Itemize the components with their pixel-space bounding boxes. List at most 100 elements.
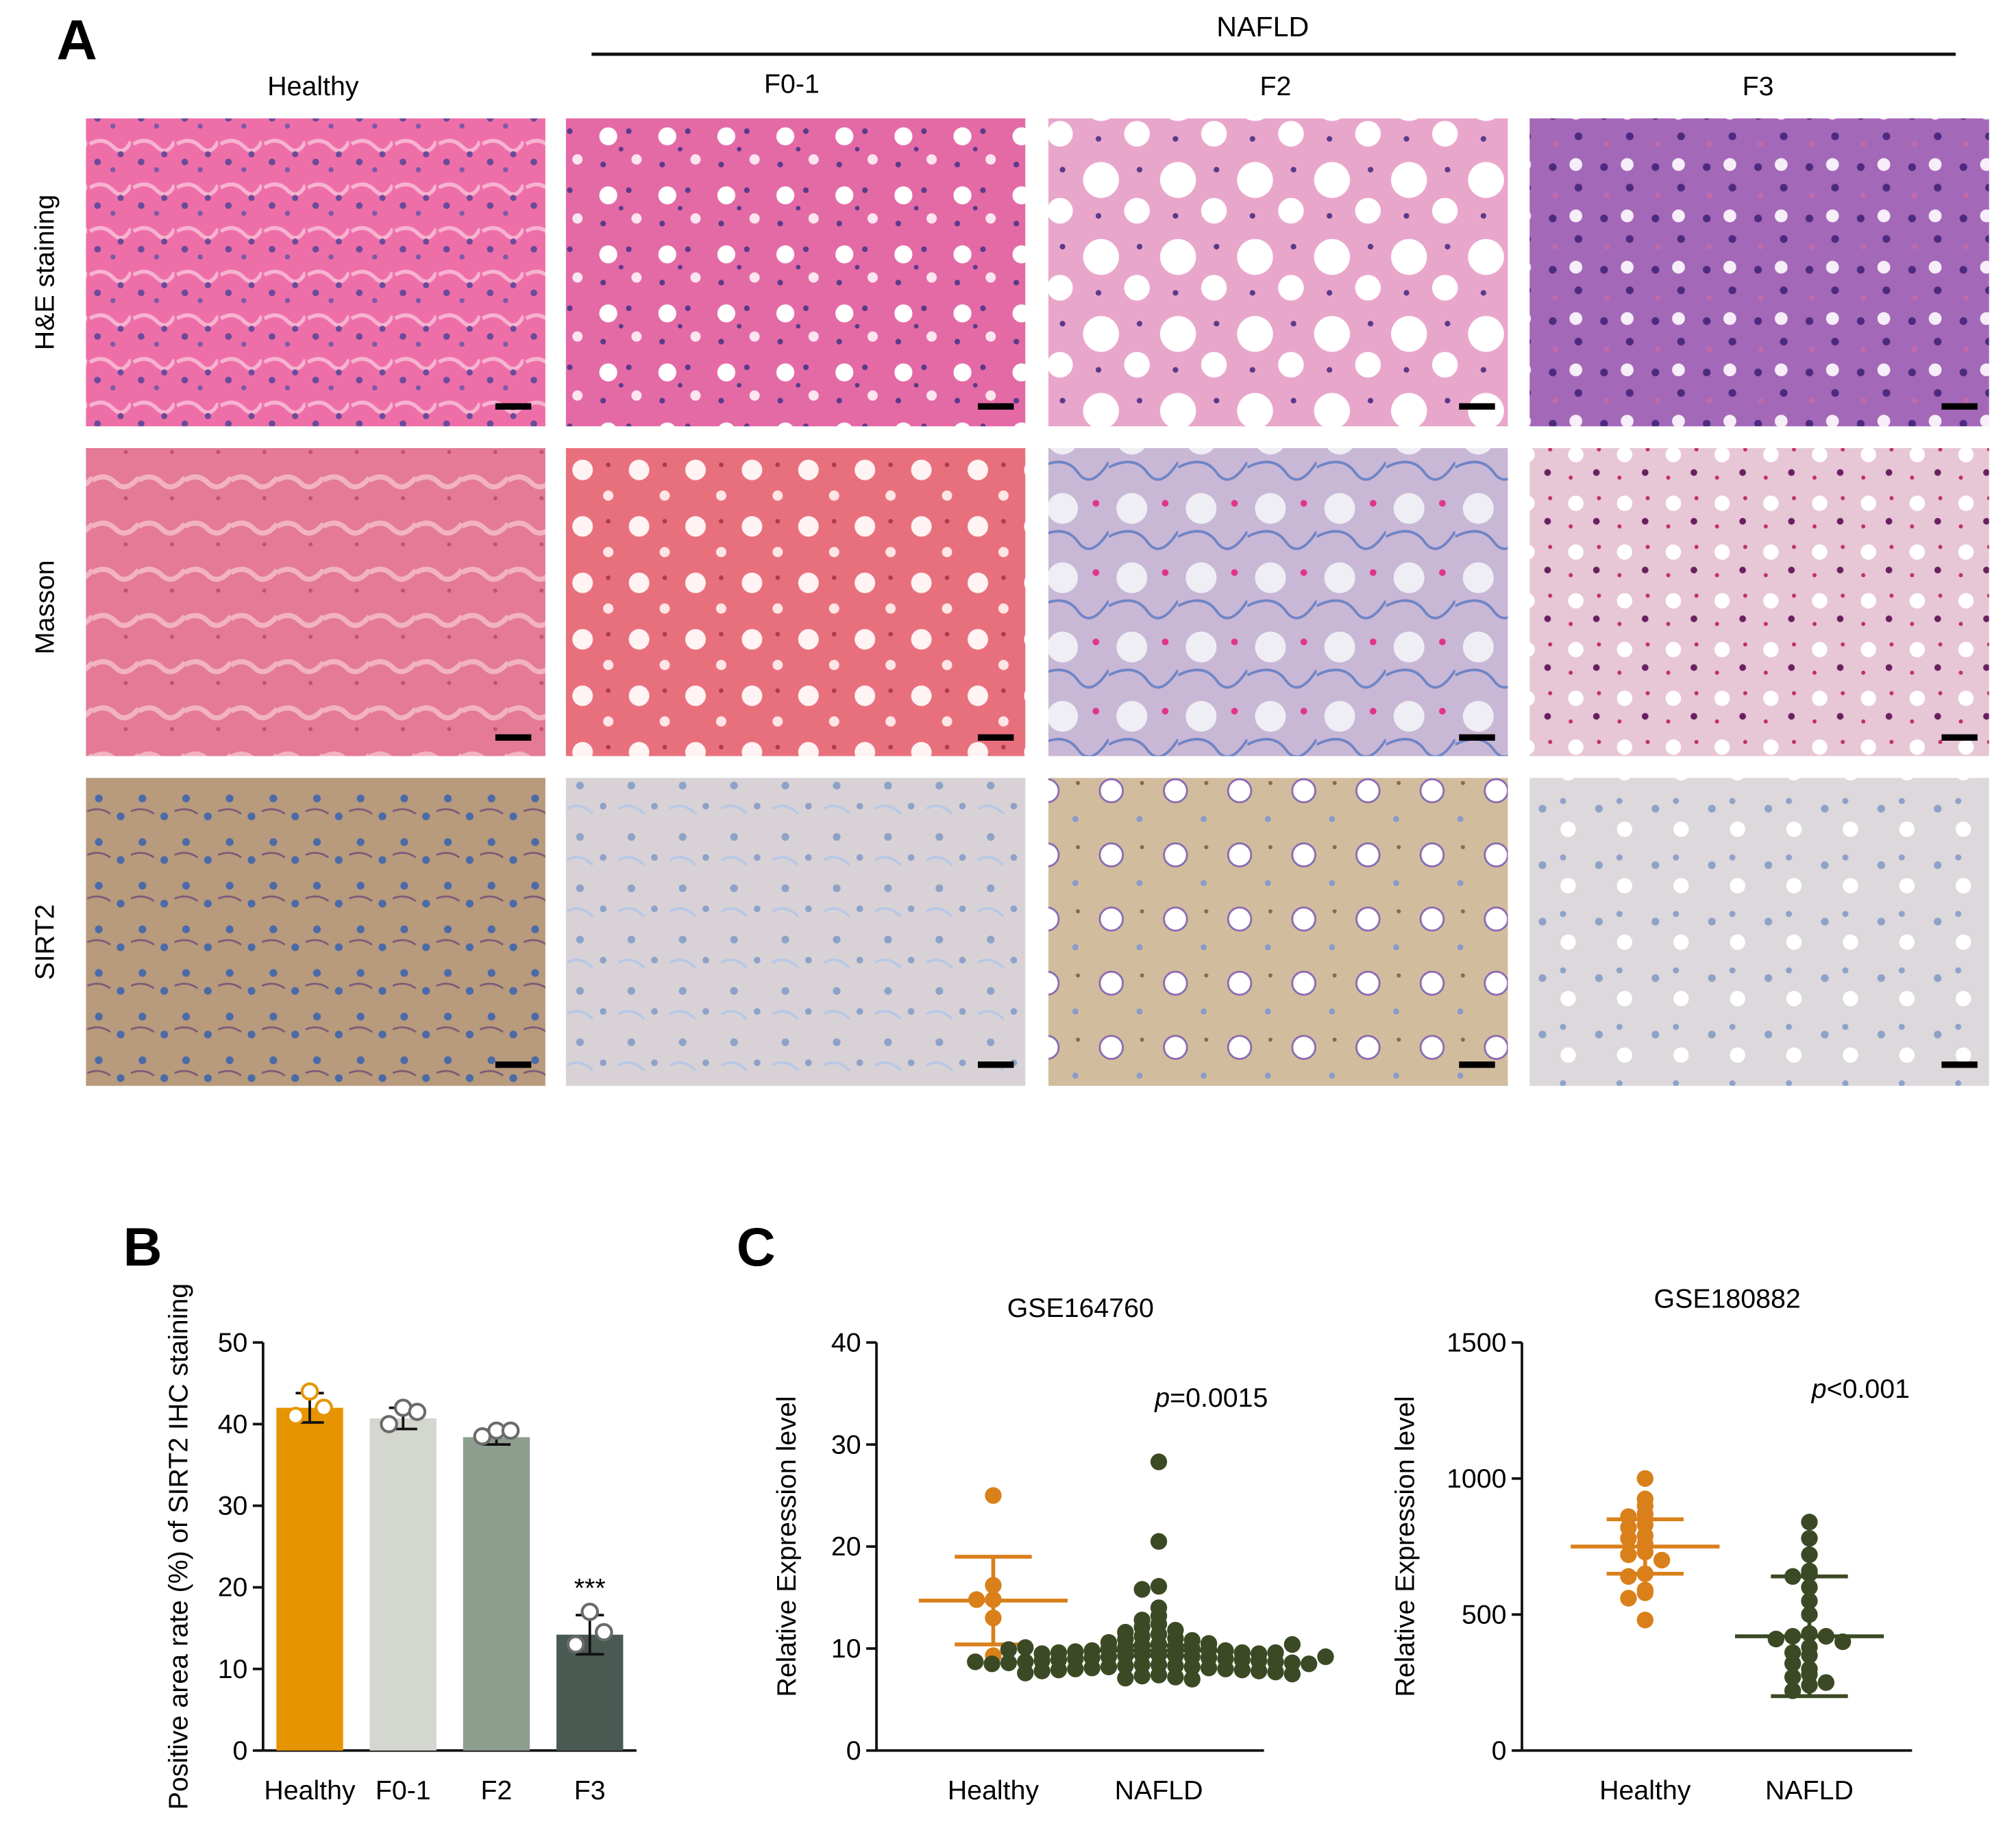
c2-point-nafld — [1801, 1546, 1818, 1564]
c1-pvalue: p=0.0015 — [1154, 1383, 1268, 1413]
scale-bar — [1941, 403, 1978, 410]
nafld-group-label: NAFLD — [1216, 11, 1309, 42]
scale-bar — [977, 403, 1014, 410]
c2-point-nafld — [1767, 1630, 1784, 1648]
c1-point-nafld — [1000, 1654, 1018, 1671]
c2-point-healthy — [1620, 1568, 1637, 1585]
column-label-f3: F3 — [1743, 71, 1774, 101]
c1-point-nafld — [1100, 1658, 1118, 1675]
c1-x-tick-label: NAFLD — [1115, 1775, 1203, 1805]
c2-point-nafld — [1817, 1674, 1835, 1691]
panel-a: A NAFLD Healthy F0-1 F2 F3 H&E staining … — [30, 9, 1989, 1086]
b-y-tick-label: 10 — [218, 1654, 248, 1684]
c1-ylabel: Relative Expression level — [772, 1396, 802, 1697]
sirt2-f3-image — [1529, 778, 1989, 1086]
x-tick-label: Healthy — [264, 1775, 356, 1805]
c2-x-tick-label: Healthy — [1599, 1775, 1691, 1805]
c1-y-tick-label: 0 — [846, 1736, 861, 1766]
he-f0-1-image — [565, 118, 1026, 427]
c1-point-nafld — [1150, 1533, 1168, 1550]
c1-point-nafld — [967, 1653, 984, 1671]
he-f2-image — [1048, 118, 1508, 427]
data-point — [595, 1623, 613, 1642]
c1-point-nafld — [1150, 1666, 1168, 1684]
c1-point-nafld — [1167, 1668, 1184, 1686]
c2-y-tick-label: 1000 — [1447, 1464, 1506, 1494]
bar-healthy — [276, 1407, 343, 1751]
bar-f0-1 — [369, 1418, 437, 1751]
c1-point-nafld — [1117, 1669, 1134, 1687]
c1-point-nafld — [1117, 1657, 1134, 1675]
c2-pvalue-rest: <0.001 — [1827, 1374, 1910, 1404]
data-point — [501, 1421, 520, 1440]
c2-point-healthy — [1636, 1470, 1654, 1487]
scale-bar — [1941, 1061, 1978, 1068]
c1-point-nafld — [1000, 1641, 1018, 1658]
c2-point-nafld — [1784, 1655, 1802, 1672]
c1-point-nafld — [1083, 1660, 1101, 1677]
panel-c: C GSE164760 Relative Expression level 0 1… — [737, 1217, 1913, 1805]
c2-point-nafld — [1801, 1514, 1818, 1531]
c1-point-nafld — [1183, 1671, 1201, 1688]
scale-bar — [977, 1061, 1014, 1068]
he-healthy-image — [86, 118, 545, 427]
c2-x-tick-label: NAFLD — [1765, 1775, 1854, 1805]
b-y-tick-label: 50 — [218, 1327, 248, 1357]
c2-point-healthy — [1653, 1551, 1671, 1569]
panel-c-label: C — [737, 1217, 776, 1277]
row-label-masson: Masson — [30, 560, 60, 654]
c2-points: Healthy NAFLD — [1571, 1470, 1884, 1805]
column-label-f2: F2 — [1260, 71, 1292, 101]
c1-point-nafld — [1033, 1662, 1050, 1679]
c1-point-nafld — [1067, 1660, 1084, 1677]
c1-point-nafld — [1300, 1655, 1318, 1673]
c1-pvalue-p: p — [1154, 1383, 1170, 1413]
c1-point-nafld — [1267, 1663, 1284, 1681]
panel-b-axes: 0 10 20 30 40 50 — [218, 1327, 637, 1766]
c1-y-tick-label: 20 — [831, 1531, 861, 1562]
c2-ylabel: Relative Expression level — [1390, 1396, 1421, 1697]
panel-b-bars: Healthy F0-1 F2 F3 *** — [264, 1382, 624, 1805]
scale-bar — [495, 403, 532, 410]
c1-point-nafld — [1250, 1662, 1268, 1679]
c1-point-nafld — [1233, 1662, 1251, 1679]
c1-point-nafld — [1183, 1658, 1201, 1675]
bar-f2 — [463, 1437, 530, 1751]
c1-point-nafld — [1050, 1662, 1068, 1679]
c1-point-nafld — [1150, 1577, 1168, 1595]
c2-pvalue: p<0.001 — [1811, 1374, 1910, 1404]
he-f3-image — [1529, 118, 1989, 427]
scale-bar — [1459, 403, 1495, 410]
c1-point-nafld — [1200, 1660, 1218, 1677]
c1-points: Healthy NAFLD — [918, 1453, 1334, 1805]
c1-point-healthy — [985, 1487, 1002, 1504]
sirt2-f2-image — [1048, 778, 1508, 1086]
masson-f2-image — [1048, 448, 1508, 756]
c1-point-nafld — [1267, 1644, 1284, 1662]
c2-point-healthy — [1636, 1612, 1654, 1629]
c2-point-nafld — [1801, 1529, 1818, 1547]
c1-point-nafld — [983, 1655, 1000, 1673]
c2-point-healthy — [1620, 1546, 1637, 1564]
row-label-sirt2: SIRT2 — [30, 904, 60, 981]
data-point — [380, 1415, 398, 1433]
data-point — [473, 1427, 492, 1446]
c1-y-tick-label: 40 — [831, 1327, 861, 1357]
x-tick-label: F2 — [481, 1775, 513, 1805]
c1-y-tick-label: 30 — [831, 1429, 861, 1459]
c1-point-nafld — [1133, 1581, 1151, 1598]
panel-a-label: A — [56, 9, 97, 72]
c1-point-nafld — [1133, 1667, 1151, 1685]
row-label-he: H&E staining — [30, 195, 60, 350]
c1-x-tick-label: Healthy — [948, 1775, 1040, 1805]
c1-point-nafld — [1017, 1664, 1034, 1681]
c1-title: GSE164760 — [1007, 1293, 1154, 1323]
b-y-tick-label: 30 — [218, 1491, 248, 1521]
scale-bars — [495, 403, 1978, 1068]
c1-point-nafld — [1317, 1648, 1334, 1666]
c2-y-tick-label: 500 — [1462, 1599, 1507, 1629]
masson-healthy-image — [86, 448, 545, 756]
c2-title: GSE180882 — [1654, 1284, 1801, 1314]
scale-bar — [977, 734, 1014, 741]
